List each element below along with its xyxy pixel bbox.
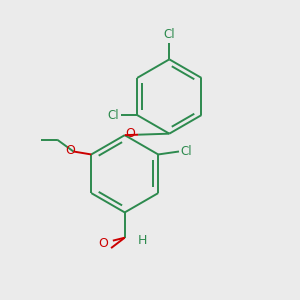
Text: H: H xyxy=(138,234,148,247)
Text: Cl: Cl xyxy=(164,28,175,40)
Text: Cl: Cl xyxy=(181,145,192,158)
Text: O: O xyxy=(98,237,108,250)
Text: O: O xyxy=(126,127,136,140)
Text: O: O xyxy=(65,143,75,157)
Text: Cl: Cl xyxy=(108,109,119,122)
